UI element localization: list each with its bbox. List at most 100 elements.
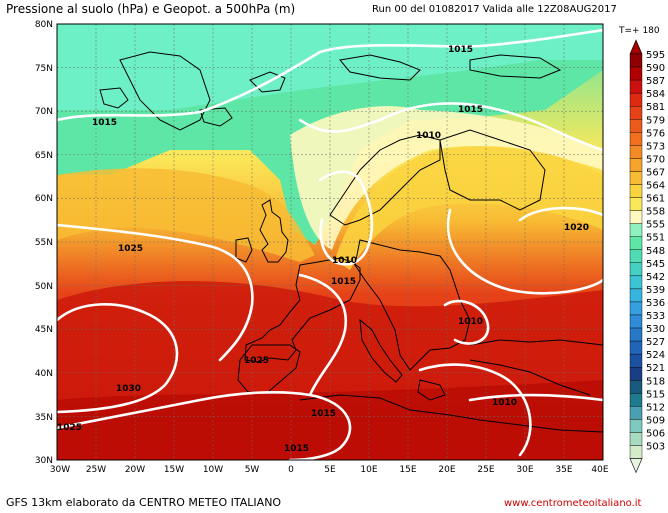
timestep-label: T=+ 180 <box>619 26 660 36</box>
colorbar-tick-label: 536 <box>646 298 665 309</box>
colorbar-swatch <box>629 53 643 68</box>
lon-tick-label: 30E <box>516 465 533 475</box>
colorbar-tick-label: 521 <box>646 363 665 374</box>
colorbar-tick-label: 567 <box>646 167 665 178</box>
colorbar-swatch <box>629 327 643 342</box>
lon-tick-label: 0 <box>288 465 294 475</box>
isobar-label: 1025 <box>118 244 143 254</box>
colorbar-swatch <box>629 406 643 420</box>
lon-tick-label: 35E <box>555 465 572 475</box>
lon-tick-label: 5E <box>324 465 336 475</box>
colorbar-tick-label: 564 <box>646 181 665 192</box>
colorbar-swatch <box>629 380 643 394</box>
isobar-label: 1015 <box>92 118 117 128</box>
colorbar-tick-label: 503 <box>646 442 665 453</box>
colorbar-swatch <box>629 223 643 237</box>
colorbar-swatch <box>629 119 643 133</box>
lon-tick-label: 15W <box>164 465 184 475</box>
colorbar-tick-label: 533 <box>646 311 665 322</box>
isobar-label: 1030 <box>116 384 141 394</box>
colorbar: 595 590 587 584 581 579 576 573 570 567 564 561 558 5… <box>629 39 665 474</box>
isobar-label: 1010 <box>492 398 517 408</box>
colorbar-swatch <box>629 66 643 81</box>
map-frame <box>56 23 604 461</box>
colorbar-swatch <box>629 301 643 316</box>
colorbar-swatch <box>629 314 643 329</box>
isobar-label: 1025 <box>244 356 269 366</box>
colorbar-tick-label: 561 <box>646 194 665 205</box>
colorbar-tick-label: 506 <box>646 428 665 439</box>
colorbar-tick-label: 542 <box>646 272 665 283</box>
model-credit: GFS 13km elaborato da CENTRO METEO ITALI… <box>6 496 282 509</box>
colorbar-swatch <box>629 210 643 224</box>
colorbar-swatch <box>629 288 643 303</box>
isobars <box>57 28 603 460</box>
colorbar-swatch <box>629 145 643 159</box>
colorbar-swatch <box>629 105 643 120</box>
isobar-label-group: 1015 1015 1015 1010 1020 1025 1010 1015 … <box>57 45 589 454</box>
colorbar-tick-label: 512 <box>646 402 665 413</box>
colorbar-tick-label: 545 <box>646 259 665 270</box>
isobar-label: 1010 <box>458 317 483 327</box>
lat-tick-label: 80N <box>35 20 53 30</box>
colorbar-swatch <box>629 197 643 211</box>
run-info: Run 00 del 01082017 Valida alle 12Z08AUG… <box>372 4 617 15</box>
colorbar-swatch <box>629 92 643 107</box>
lon-tick-label: 25E <box>477 465 494 475</box>
colorbar-tick-label: 555 <box>646 220 665 231</box>
map-title: Pressione al suolo (hPa) e Geopot. a 500… <box>6 2 296 16</box>
lat-tick-label: 50N <box>35 282 53 292</box>
isobar-label: 1020 <box>564 223 589 233</box>
colorbar-swatch <box>629 419 643 433</box>
colorbar-swatch <box>629 432 643 446</box>
website-link[interactable]: www.centrometeoitaliano.it <box>504 498 642 509</box>
colorbar-swatch <box>629 367 643 381</box>
colorbar-top-arrow <box>629 39 643 55</box>
isobar-label: 1010 <box>416 131 441 141</box>
isobar-label: 1015 <box>458 105 483 115</box>
map-field: 1015 1015 1015 1010 1020 1025 1010 1015 … <box>57 24 603 460</box>
colorbar-swatch <box>629 132 643 146</box>
colorbar-tick-label: 587 <box>646 76 665 87</box>
colorbar-tick-label: 570 <box>646 154 665 165</box>
lat-tick-label: 60N <box>35 194 53 204</box>
colorbar-swatch <box>629 79 643 94</box>
colorbar-swatch <box>629 249 643 264</box>
isobar-label: 1015 <box>284 444 309 454</box>
colorbar-swatch <box>629 445 643 459</box>
colorbar-swatch <box>629 340 643 355</box>
colorbar-tick-label: 551 <box>646 233 665 244</box>
lon-tick-label: 20W <box>125 465 145 475</box>
isobar-label: 1015 <box>448 45 473 55</box>
colorbar-swatch <box>629 275 643 290</box>
colorbar-tick-label: 590 <box>646 63 665 74</box>
colorbar-swatch <box>629 184 643 198</box>
isobar-label: 1025 <box>57 423 82 433</box>
lon-tick-label: 10W <box>203 465 223 475</box>
isobar-label: 1015 <box>311 409 336 419</box>
colorbar-swatch <box>629 236 643 250</box>
lat-tick-label: 70N <box>35 107 53 117</box>
colorbar-tick-label: 595 <box>646 50 665 61</box>
lon-tick-label: 10E <box>360 465 377 475</box>
lat-tick-label: 45N <box>35 325 53 335</box>
colorbar-tick-label: 581 <box>646 102 665 113</box>
lon-tick-label: 40E <box>591 465 608 475</box>
lon-tick-label: 15E <box>399 465 416 475</box>
lat-tick-label: 65N <box>35 151 53 161</box>
lat-tick-label: 75N <box>35 64 53 74</box>
colorbar-swatch <box>629 171 643 185</box>
lat-tick-label: 35N <box>35 413 53 423</box>
colorbar-swatch <box>629 262 643 277</box>
colorbar-swatch <box>629 393 643 407</box>
colorbar-tick-label: 515 <box>646 389 665 400</box>
colorbar-bottom-arrow <box>629 458 643 474</box>
colorbar-tick-label: 558 <box>646 207 665 218</box>
colorbar-tick-label: 579 <box>646 115 665 126</box>
colorbar-swatch <box>629 353 643 368</box>
lat-tick-label: 55N <box>35 238 53 248</box>
colorbar-tick-label: 509 <box>646 415 665 426</box>
colorbar-tick-label: 576 <box>646 128 665 139</box>
coastlines <box>99 51 603 433</box>
lat-tick-label: 30N <box>35 456 53 466</box>
